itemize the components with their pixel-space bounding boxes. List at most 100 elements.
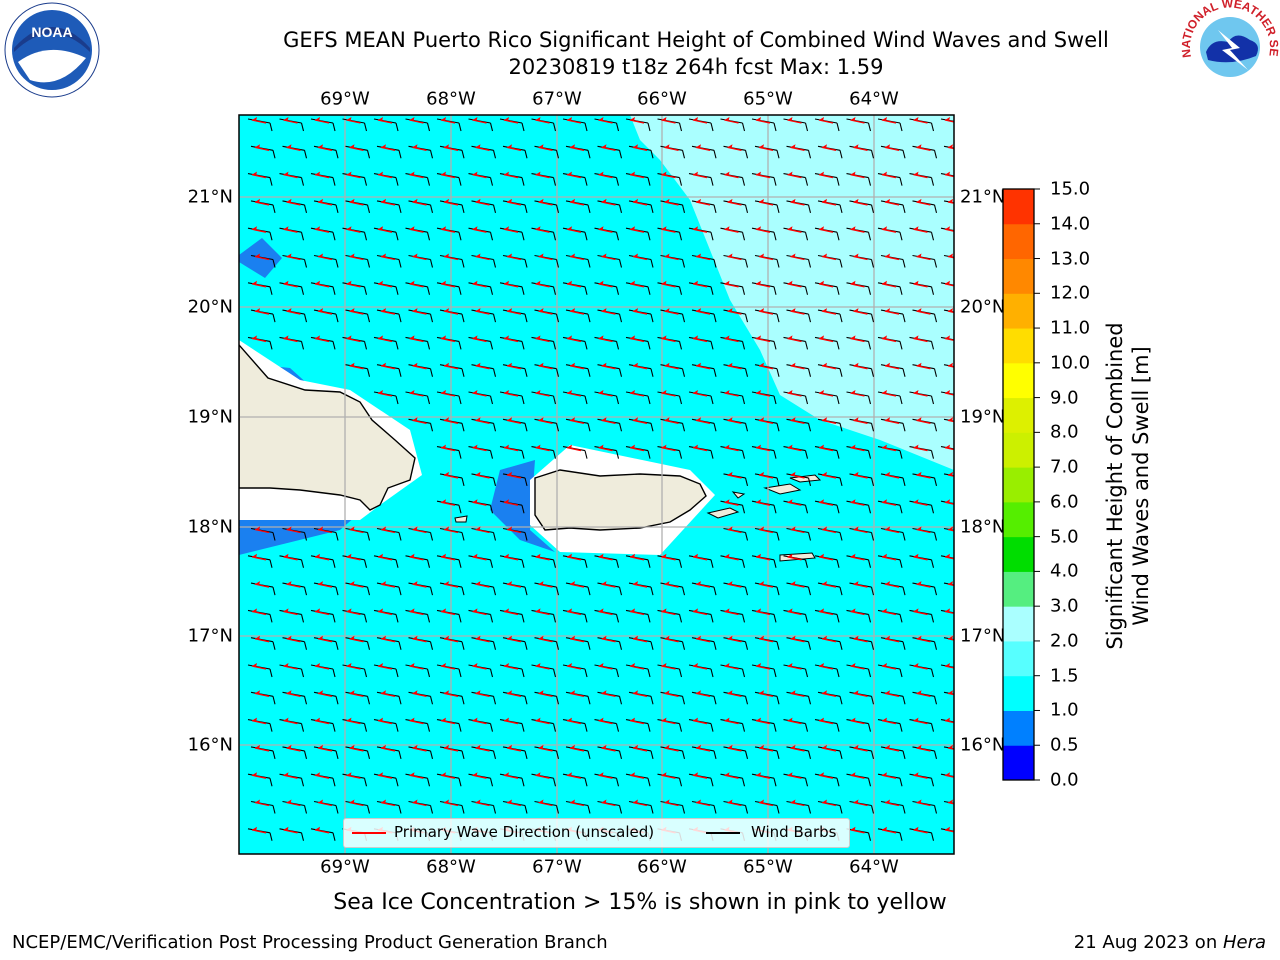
wind-barb-tick xyxy=(870,750,875,760)
wave-direction-arrowhead xyxy=(441,226,446,231)
wind-barb-tick xyxy=(930,723,935,732)
wave-direction-arrowhead xyxy=(885,581,890,586)
wind-barb-tick xyxy=(461,259,465,268)
wind-barb-tick xyxy=(773,668,777,678)
wave-direction-arrowhead xyxy=(822,635,827,640)
wave-direction-arrowhead xyxy=(885,471,890,476)
wind-barbs xyxy=(247,118,968,841)
wind-barb-tick xyxy=(395,177,399,186)
wind-barb-tick xyxy=(902,696,906,705)
wind-barb-tick xyxy=(902,532,906,541)
wave-direction-arrowhead xyxy=(283,772,289,777)
coordinate-label: 64°W xyxy=(849,88,899,110)
wave-direction-arrowhead xyxy=(913,553,919,558)
wind-barb-tick xyxy=(807,204,812,214)
wind-barb-tick xyxy=(899,395,903,405)
wind-barb-tick xyxy=(363,723,368,732)
wind-barb-tick xyxy=(804,505,809,514)
wave-direction-arrowhead xyxy=(252,553,257,558)
wind-barb-tick xyxy=(587,696,591,705)
wave-direction-arrowhead xyxy=(601,253,607,258)
wave-direction-arrowhead xyxy=(255,253,260,258)
wave-direction-arrowhead xyxy=(507,198,512,203)
wave-direction-arrowhead xyxy=(822,799,827,804)
wind-barb-tick xyxy=(773,122,777,132)
wind-barb-tick xyxy=(776,641,780,650)
wind-barb-tick xyxy=(933,641,938,650)
wave-direction-arrowhead xyxy=(882,717,887,722)
wave-direction-arrowhead xyxy=(441,171,446,176)
wave-direction-arrowhead xyxy=(349,799,355,804)
wind-barb-tick xyxy=(836,505,840,514)
wave-direction-arrowhead xyxy=(412,744,418,749)
wave-direction-arrowhead xyxy=(255,690,260,695)
colorbar-tick-label: 6.0 xyxy=(1050,491,1079,513)
chart-subtitle: 20230819 t18z 264h fcst Max: 1.59 xyxy=(508,55,884,79)
wind-barb-tick xyxy=(395,723,399,732)
wind-barb-tick xyxy=(839,150,843,159)
wind-barb-tick xyxy=(332,177,336,186)
wind-barb-tick xyxy=(552,232,557,241)
wave-direction-arrowhead xyxy=(916,690,922,695)
wave-direction-arrowhead xyxy=(913,390,919,394)
wave-direction-arrowhead xyxy=(538,362,544,367)
wave-direction-arrowhead xyxy=(255,198,260,203)
wave-direction-arrowhead xyxy=(850,171,856,176)
wind-barb-tick xyxy=(966,806,968,814)
wave-direction-arrowhead xyxy=(724,280,730,285)
wave-direction-arrowhead xyxy=(727,635,733,640)
wind-barb-tick xyxy=(524,368,528,377)
wave-direction-arrowhead xyxy=(286,799,292,804)
wave-direction-arrowhead xyxy=(630,171,635,176)
wave-direction-arrowhead xyxy=(567,444,572,449)
wave-direction-arrowhead xyxy=(444,581,449,586)
coordinate-label: 17°N xyxy=(960,625,1006,647)
footer-branch: NCEP/EMC/Verification Post Processing Pr… xyxy=(12,932,608,953)
wave-direction-arrowhead xyxy=(630,390,635,394)
wave-direction-arrowhead xyxy=(630,117,635,121)
wind-barb-tick xyxy=(492,259,497,268)
wind-barb-tick xyxy=(335,150,339,159)
wave-direction-arrowhead xyxy=(507,417,512,422)
wind-barb-tick xyxy=(741,232,746,241)
wind-barb-tick xyxy=(335,586,339,596)
wind-barb-tick xyxy=(363,668,368,678)
wave-direction-arrowhead xyxy=(759,308,764,313)
wind-barb-tick xyxy=(807,259,812,268)
colorbar-segment xyxy=(1003,467,1034,503)
wind-barb-tick xyxy=(269,614,273,623)
wave-direction-arrowhead xyxy=(787,772,793,777)
wave-direction-arrowhead xyxy=(504,663,509,667)
wind-barb-tick xyxy=(269,232,273,241)
wind-barb-tick xyxy=(867,341,872,350)
wind-barb-tick xyxy=(870,586,875,596)
wind-barb-tick xyxy=(776,368,780,377)
colorbar-segment xyxy=(1003,189,1034,225)
wave-direction-arrowhead xyxy=(916,471,922,476)
wave-direction-arrowhead xyxy=(475,799,481,804)
wind-barb-tick xyxy=(773,778,777,787)
wind-barb-tick xyxy=(303,204,308,214)
wind-barb-tick xyxy=(650,586,654,596)
wave-direction-arrowhead xyxy=(819,717,824,722)
wave-direction-arrowhead xyxy=(252,826,257,831)
wave-direction-arrowhead xyxy=(948,308,953,313)
wave-direction-arrowhead xyxy=(787,335,793,340)
wave-direction-arrowhead xyxy=(724,390,730,394)
wave-direction-arrowhead xyxy=(850,772,856,777)
wind-barb-tick xyxy=(870,423,875,432)
wave-direction-arrowhead xyxy=(787,390,793,394)
wind-barb-tick xyxy=(933,805,938,814)
wind-barb-tick xyxy=(398,586,402,596)
wave-direction-arrowhead xyxy=(633,308,638,313)
colorbar-segment xyxy=(1003,536,1034,572)
wave-direction-arrowhead xyxy=(853,690,859,695)
wind-barb-tick xyxy=(587,805,591,814)
wind-barb-tick xyxy=(647,614,651,623)
wave-direction-arrowhead xyxy=(441,553,446,558)
colorbar-tick-label: 1.0 xyxy=(1050,699,1079,721)
wave-direction-arrowhead xyxy=(441,663,446,667)
wave-direction-arrowhead xyxy=(444,635,449,640)
wave-direction-arrowhead xyxy=(504,226,509,231)
wind-barb-tick xyxy=(807,368,812,377)
